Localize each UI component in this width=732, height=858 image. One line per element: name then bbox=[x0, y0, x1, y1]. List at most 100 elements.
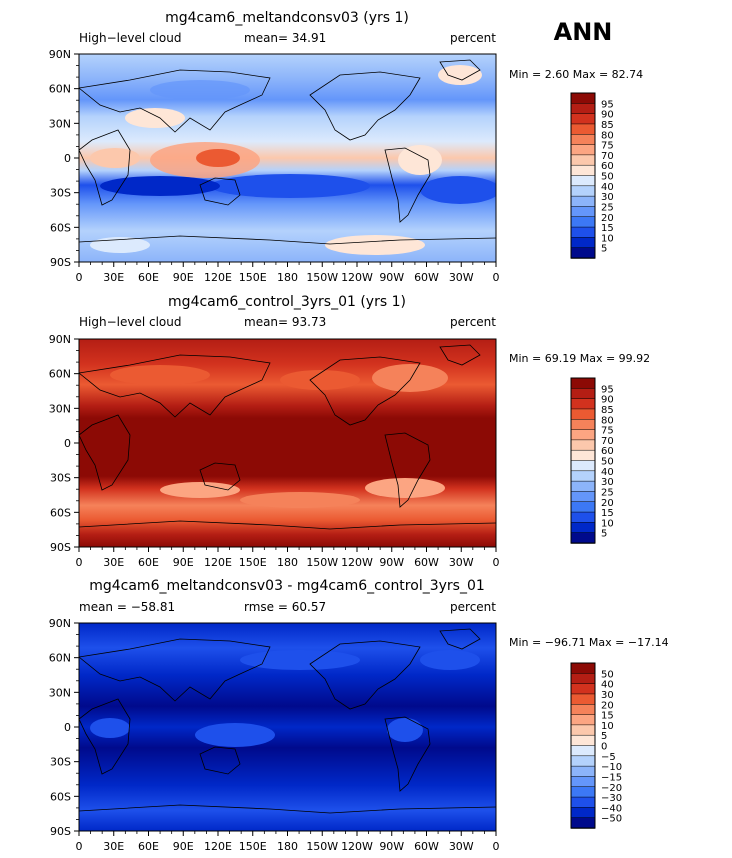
panel-3-field bbox=[79, 623, 496, 831]
panel-2-legend-label: 75 bbox=[601, 426, 614, 437]
panel-2-xtick-label: 30E bbox=[103, 556, 124, 569]
panel-1-legend-swatch bbox=[570, 237, 596, 249]
panel-1-legend-label: 60 bbox=[601, 161, 614, 172]
panel-1-xtick-label: 60W bbox=[414, 271, 439, 284]
panel-3-mean-label: mean = −58.81 bbox=[79, 600, 175, 614]
panel-3-xtick-label: 60E bbox=[138, 840, 159, 853]
panel-1-legend-swatch bbox=[570, 123, 596, 135]
panel-1-ytick-label: 60S bbox=[50, 221, 71, 234]
panel-2-field bbox=[79, 339, 496, 547]
panel-2-legend-swatch bbox=[570, 460, 596, 472]
panel-2-xtick-label: 120E bbox=[204, 556, 232, 569]
panel-2-xtick-label: 60E bbox=[138, 556, 159, 569]
panel-3-legend-label: 5 bbox=[601, 731, 607, 742]
panel-3-legend-label: 10 bbox=[601, 721, 614, 732]
panel-2-legend-label: 10 bbox=[601, 518, 614, 529]
panel-2-legend-swatch bbox=[570, 439, 596, 451]
panel-1-xtick-label: 30W bbox=[449, 271, 474, 284]
panel-3-ytick-label: 30N bbox=[49, 686, 71, 699]
panel-3-xtick-label: 120W bbox=[341, 840, 373, 853]
panel-3-legend-label: 0 bbox=[601, 742, 607, 753]
panel-3-legend-swatch bbox=[570, 807, 596, 819]
panel-2-ytick-label: 60N bbox=[49, 368, 71, 381]
panel-1-variable-label: High−level cloud bbox=[79, 31, 181, 45]
panel-3-xtick-label: 180 bbox=[277, 840, 298, 853]
panel-2-xtick-label: 90E bbox=[173, 556, 194, 569]
panel-1-coastlines bbox=[79, 59, 496, 245]
panel-2-legend-label: 70 bbox=[601, 436, 614, 447]
panel-1-legend-swatch bbox=[570, 92, 596, 105]
panel-3-legend-label: −15 bbox=[601, 772, 622, 783]
panel-2-legend-swatch bbox=[570, 398, 596, 410]
panel-3-legend-swatch bbox=[570, 714, 596, 726]
panel-1-legend-label: 95 bbox=[601, 99, 614, 110]
panel-2: mg4cam6_control_3yrs_01 (yrs 1) High−lev… bbox=[49, 294, 650, 569]
panel-2-legend-swatch bbox=[570, 501, 596, 513]
panel-1-ytick-label: 90N bbox=[49, 48, 71, 61]
panel-3-legend-label: 50 bbox=[601, 669, 614, 680]
panel-1-field bbox=[79, 54, 496, 262]
panel-3-xtick-label: 60W bbox=[414, 840, 439, 853]
panel-1-legend-swatch bbox=[570, 134, 596, 146]
panel-2-coastlines bbox=[79, 344, 496, 530]
panel-1-legend-swatch bbox=[570, 185, 596, 197]
panel-2-xtick-label: 90W bbox=[379, 556, 404, 569]
panel-1-legend-swatch bbox=[570, 206, 596, 218]
panel-1-legend-frame bbox=[570, 92, 596, 259]
panel-1-legend-swatch bbox=[570, 226, 596, 239]
panel-1-legend-label: 20 bbox=[601, 213, 614, 224]
panel-3-xtick-label: 150W bbox=[306, 840, 338, 853]
panel-2-ytick-label: 90N bbox=[49, 333, 71, 346]
panel-3-legend-label: −50 bbox=[601, 814, 622, 825]
panel-2-legend-swatch bbox=[570, 491, 596, 503]
panel-1-ytick-label: 30N bbox=[49, 117, 71, 130]
panel-2-legend-swatch bbox=[570, 429, 596, 441]
panel-1-ytick-label: 60N bbox=[49, 83, 71, 96]
panel-1-legend-label: 70 bbox=[601, 151, 614, 162]
panel-3-ytick-label: 30S bbox=[50, 756, 71, 769]
panel-3-legend-label: −5 bbox=[601, 752, 616, 763]
panel-3-legend-label: −10 bbox=[601, 762, 622, 773]
panel-2-legend-label: 90 bbox=[601, 395, 614, 406]
panel-1-xtick-label: 120E bbox=[204, 271, 232, 284]
panel-3-xtick-label: 0 bbox=[493, 840, 500, 853]
panel-3-legend-swatch bbox=[570, 796, 596, 809]
panel-2-legend-swatch bbox=[570, 480, 596, 493]
panel-2-legend-frame bbox=[570, 377, 596, 544]
panel-1-minmax: Min = 2.60 Max = 82.74 bbox=[509, 68, 643, 81]
panel-1-legend-swatch bbox=[570, 103, 596, 115]
panel-1: mg4cam6_meltandconsv03 (yrs 1) High−leve… bbox=[49, 10, 643, 284]
panel-2-legend-label: 95 bbox=[601, 384, 614, 395]
panel-2-xtick-label: 0 bbox=[493, 556, 500, 569]
panel-3-xtick-label: 150E bbox=[239, 840, 267, 853]
panel-3-legend-swatch bbox=[570, 662, 596, 675]
panel-3-legend-swatch bbox=[570, 755, 596, 767]
panel-1-stat-label: mean= 34.91 bbox=[244, 31, 326, 45]
season-label: ANN bbox=[554, 18, 613, 46]
panel-1-legend-swatch bbox=[570, 154, 596, 166]
panel-1-legend-swatch bbox=[570, 216, 596, 228]
panel-2-legend-swatch bbox=[570, 388, 596, 400]
panel-3-xtick-label: 30W bbox=[449, 840, 474, 853]
panel-1-title: mg4cam6_meltandconsv03 (yrs 1) bbox=[165, 10, 409, 26]
panel-3-legend-label: 30 bbox=[601, 690, 614, 701]
panel-2-xtick-label: 150E bbox=[239, 556, 267, 569]
panel-3-ytick-label: 0 bbox=[64, 721, 71, 734]
panel-2-xtick-label: 60W bbox=[414, 556, 439, 569]
panel-2-legend-label: 5 bbox=[601, 529, 607, 540]
panel-3-legend-swatch bbox=[570, 734, 596, 747]
panel-2-title: mg4cam6_control_3yrs_01 (yrs 1) bbox=[168, 294, 406, 310]
panel-2-xtick-label: 0 bbox=[76, 556, 83, 569]
panel-3-ytick-label: 90N bbox=[49, 617, 71, 630]
panel-1-legend-swatch bbox=[570, 113, 596, 125]
panel-2-legend-label: 30 bbox=[601, 477, 614, 488]
panel-3-legend-swatch bbox=[570, 776, 596, 788]
panel-3-xtick-label: 90W bbox=[379, 840, 404, 853]
panel-2-legend-label: 15 bbox=[601, 508, 614, 519]
panel-3-legend-label: −20 bbox=[601, 783, 622, 794]
panel-1-legend-label: 75 bbox=[601, 141, 614, 152]
panel-1-xtick-label: 0 bbox=[76, 271, 83, 284]
panel-1-legend-label: 80 bbox=[601, 130, 614, 141]
panel-1-legend-label: 50 bbox=[601, 172, 614, 183]
